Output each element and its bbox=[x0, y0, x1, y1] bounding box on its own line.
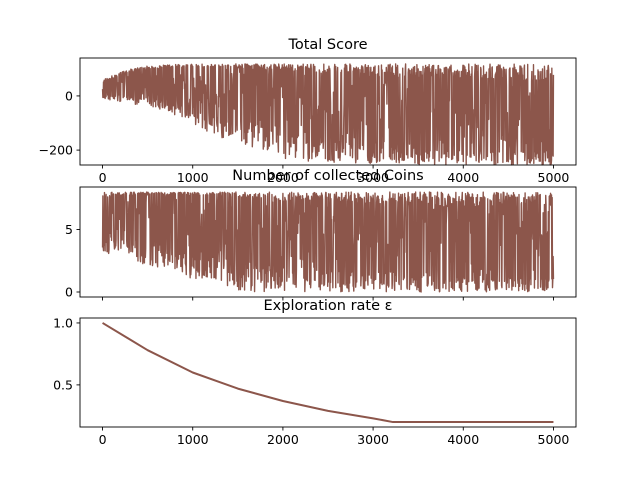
exploration-x-ticks: 0 1000 2000 3000 4000 5000 bbox=[99, 427, 570, 447]
y-tick-label: −200 bbox=[39, 143, 73, 158]
total-score-series bbox=[101, 63, 555, 166]
x-tick-label: 5000 bbox=[538, 170, 570, 185]
coins-title: Number of collected Coins bbox=[232, 168, 423, 184]
panel-exploration-rate: Exploration rate ε 0.5 1.0 0 1000 2000 3000 4… bbox=[53, 298, 577, 447]
y-tick-label: 0.5 bbox=[53, 377, 73, 392]
total-score-title: Total Score bbox=[287, 37, 367, 53]
exploration-title: Exploration rate ε bbox=[264, 298, 393, 314]
y-tick-label: 5 bbox=[65, 222, 73, 237]
x-tick-label: 1000 bbox=[177, 170, 209, 185]
y-tick-label: 0 bbox=[65, 88, 73, 103]
coins-x-ticks bbox=[102, 297, 554, 301]
x-tick-label: 0 bbox=[99, 432, 107, 447]
panel-collected-coins: Number of collected Coins 05 bbox=[65, 168, 577, 301]
total-score-line bbox=[101, 63, 555, 166]
x-tick-label: 4000 bbox=[447, 432, 479, 447]
exploration-series bbox=[102, 322, 554, 424]
coins-line bbox=[101, 191, 555, 293]
y-tick-label: 1.0 bbox=[53, 315, 73, 330]
coins-y-ticks: 05 bbox=[65, 222, 80, 300]
x-tick-label: 0 bbox=[99, 170, 107, 185]
panel-total-score: Total Score −200 0 0 1000 2000 3000 4000 5000 bbox=[39, 37, 577, 185]
x-tick-label: 1000 bbox=[177, 432, 209, 447]
x-tick-label: 2000 bbox=[267, 432, 299, 447]
exploration-line bbox=[102, 322, 554, 424]
y-tick-label: 0 bbox=[65, 285, 73, 300]
x-tick-label: 2000 bbox=[267, 170, 299, 185]
total-score-x-ticks: 0 1000 2000 3000 4000 5000 bbox=[99, 165, 570, 185]
coins-series bbox=[101, 191, 555, 293]
coins-axes-frame bbox=[79, 186, 577, 298]
x-tick-label: 3000 bbox=[357, 432, 389, 447]
x-tick-label: 3000 bbox=[357, 170, 389, 185]
exploration-y-ticks: 0.5 1.0 bbox=[53, 315, 80, 392]
total-score-axes-frame bbox=[79, 57, 577, 166]
exploration-axes-frame bbox=[79, 317, 577, 428]
x-tick-label: 5000 bbox=[538, 432, 570, 447]
total-score-y-ticks: −200 0 bbox=[39, 88, 80, 158]
x-tick-label: 4000 bbox=[447, 170, 479, 185]
